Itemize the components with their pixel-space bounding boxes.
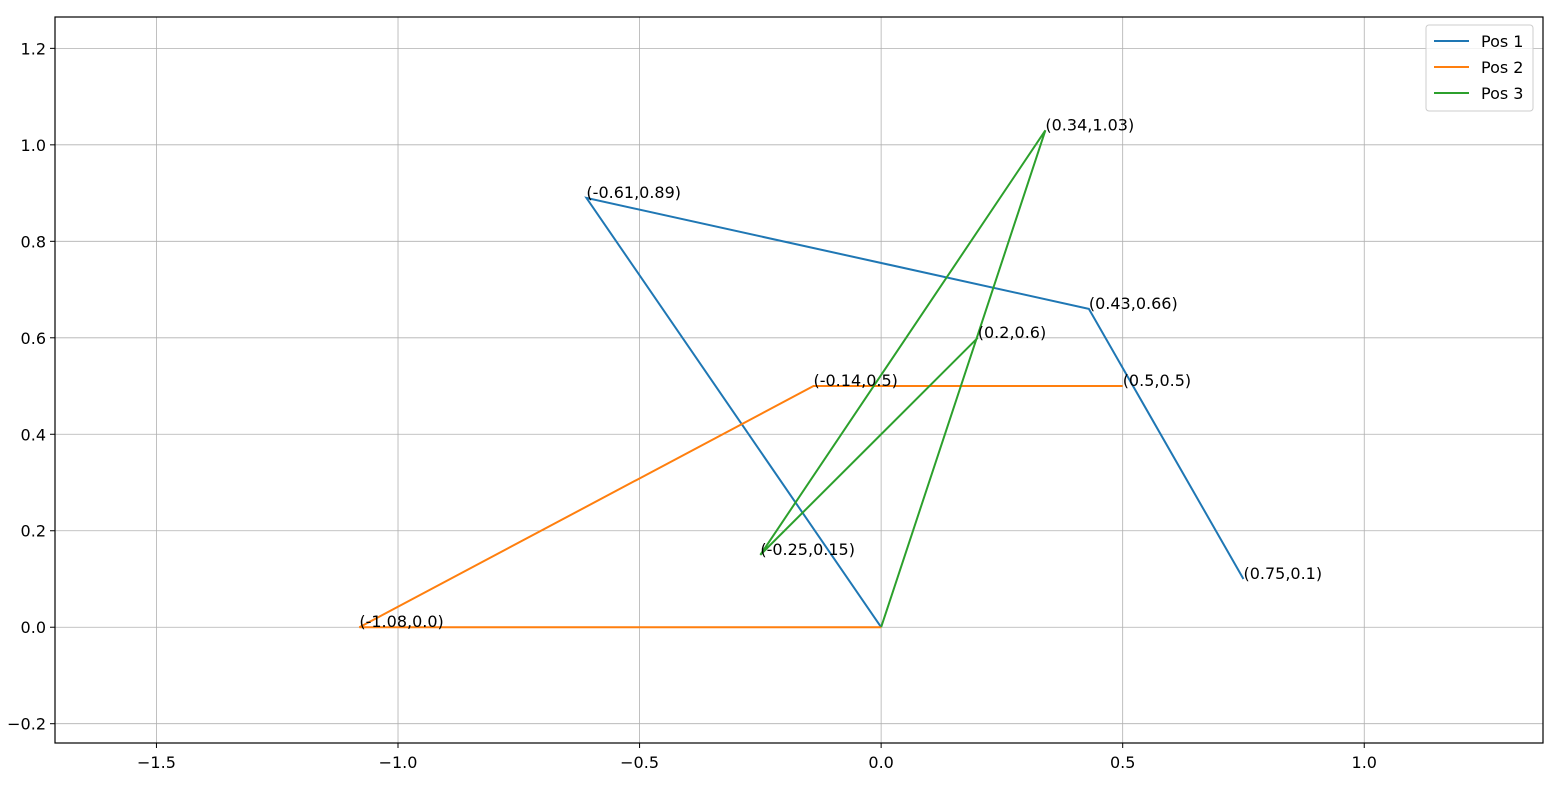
x-tick-label: 0.5 bbox=[1110, 753, 1135, 772]
x-tick-label: −1.5 bbox=[137, 753, 176, 772]
point-annotation: (0.34,1.03) bbox=[1045, 115, 1134, 134]
y-tick-label: 1.2 bbox=[21, 39, 46, 58]
point-annotation: (-1.08,0.0) bbox=[359, 612, 443, 631]
legend-entry-label: Pos 2 bbox=[1481, 58, 1523, 77]
y-tick-label: 0.0 bbox=[21, 618, 46, 637]
plot-frame bbox=[54, 16, 1544, 744]
point-annotation: (-0.14,0.5) bbox=[813, 371, 897, 390]
point-annotation: (-0.61,0.89) bbox=[586, 183, 681, 202]
y-tick-label: 0.4 bbox=[21, 425, 46, 444]
x-tick-label: −1.0 bbox=[379, 753, 418, 772]
series-lines bbox=[358, 129, 1245, 629]
point-annotation: (-0.25,0.15) bbox=[760, 540, 855, 559]
point-annotation: (0.2,0.6) bbox=[978, 323, 1046, 342]
series-line-3 bbox=[759, 129, 1047, 628]
legend-entry-label: Pos 3 bbox=[1481, 84, 1523, 103]
point-annotation: (0.75,0.1) bbox=[1243, 564, 1322, 583]
grid-lines bbox=[55, 17, 1543, 743]
legend-box bbox=[1425, 24, 1534, 112]
series-line-1 bbox=[584, 196, 1245, 628]
series-line-2 bbox=[358, 385, 1123, 629]
legend: Pos 1 Pos 2 Pos 3 bbox=[1425, 24, 1534, 112]
legend-entry-label: Pos 1 bbox=[1481, 32, 1523, 51]
x-tick-label: 1.0 bbox=[1352, 753, 1377, 772]
point-annotations: (0.75,0.1) (0.43,0.66) (-0.61,0.89) (-1.08,… bbox=[359, 115, 1322, 631]
y-tick-label: −0.2 bbox=[7, 715, 46, 734]
point-annotation: (0.5,0.5) bbox=[1123, 371, 1191, 390]
x-tick-label: −0.5 bbox=[620, 753, 659, 772]
y-tick-label: 0.2 bbox=[21, 522, 46, 541]
y-tick-label: 0.8 bbox=[21, 232, 46, 251]
y-tick-label: 1.0 bbox=[21, 136, 46, 155]
y-tick-label: 0.6 bbox=[21, 329, 46, 348]
x-tick-label: 0.0 bbox=[868, 753, 893, 772]
point-annotation: (0.43,0.66) bbox=[1089, 294, 1178, 313]
axis-ticks: −1.5 −1.0 −0.5 0.0 0.5 1.0 −0.2 0.0 0.2 0.4 0.6 0.8… bbox=[7, 39, 1377, 772]
